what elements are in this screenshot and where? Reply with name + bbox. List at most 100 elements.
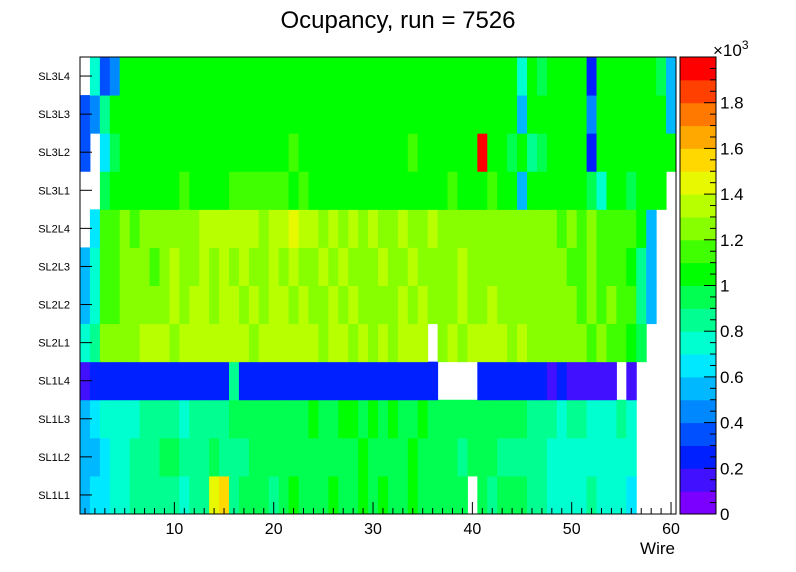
heatmap-cell xyxy=(517,437,528,477)
heatmap-cell xyxy=(626,95,637,134)
heatmap-cell xyxy=(566,209,578,248)
heatmap-cell xyxy=(397,171,409,210)
heatmap-cell xyxy=(358,171,369,210)
heatmap-cell xyxy=(328,247,339,286)
heatmap-cell xyxy=(89,437,101,477)
heatmap-cell xyxy=(169,171,180,210)
heatmap-cell xyxy=(527,323,538,363)
heatmap-cell xyxy=(268,323,280,363)
heatmap-cell xyxy=(258,171,270,210)
palette-swatch xyxy=(680,194,716,218)
heatmap-cell xyxy=(477,171,488,210)
heatmap-cell xyxy=(159,95,170,134)
heatmap-cell xyxy=(159,171,170,210)
palette-swatch xyxy=(680,376,716,401)
heatmap-cell xyxy=(596,475,607,515)
heatmap-cell xyxy=(209,361,220,401)
heatmap-cell xyxy=(417,323,429,363)
heatmap-cell xyxy=(318,133,329,172)
heatmap-cell xyxy=(387,247,399,286)
heatmap-cell xyxy=(298,399,309,439)
heatmap-cell xyxy=(447,133,458,172)
heatmap-cell xyxy=(596,247,607,286)
heatmap-cell xyxy=(139,323,151,363)
heatmap-cell xyxy=(318,437,329,477)
palette-swatch xyxy=(680,102,716,127)
heatmap-cell xyxy=(507,95,518,134)
heatmap-cell xyxy=(278,399,290,439)
heatmap-cell xyxy=(348,95,359,134)
heatmap-cell xyxy=(417,247,429,286)
heatmap-cell xyxy=(507,285,518,325)
heatmap-cell xyxy=(437,133,449,172)
heatmap-cell xyxy=(139,95,151,134)
heatmap-cell xyxy=(199,209,210,248)
heatmap-cell xyxy=(179,171,190,210)
heatmap-cell xyxy=(397,285,409,325)
heatmap-cell xyxy=(308,361,319,401)
heatmap-cell xyxy=(616,437,627,477)
heatmap-cell xyxy=(348,209,359,248)
heatmap-cell xyxy=(288,171,300,210)
heatmap-cell xyxy=(487,57,498,96)
heatmap-cell xyxy=(378,437,389,477)
heatmap-cell xyxy=(338,209,349,248)
heatmap-cell xyxy=(139,437,151,477)
heatmap-cell xyxy=(338,437,349,477)
heatmap-cell xyxy=(278,57,290,96)
heatmap-cell xyxy=(268,171,280,210)
heatmap-cell xyxy=(159,247,170,286)
heatmap-cell xyxy=(507,323,518,363)
heatmap-cell xyxy=(487,361,498,401)
heatmap-cell xyxy=(606,57,617,96)
heatmap-cell xyxy=(527,57,538,96)
heatmap-cell xyxy=(487,437,498,477)
heatmap-cell xyxy=(179,323,190,363)
heatmap-cell xyxy=(189,437,200,477)
heatmap-cell xyxy=(328,399,339,439)
heatmap-cell xyxy=(169,361,180,401)
heatmap-cell xyxy=(477,209,488,248)
heatmap-cell xyxy=(507,437,518,477)
heatmap-cell xyxy=(378,209,389,248)
palette-swatch xyxy=(680,468,716,492)
color-scale-tick-label: 0.4 xyxy=(720,414,744,433)
heatmap-cell xyxy=(586,209,598,248)
heatmap-cell xyxy=(119,133,131,172)
heatmap-cell xyxy=(258,285,270,325)
y-tick-label: SL2L1 xyxy=(38,338,70,350)
heatmap-cell xyxy=(368,437,379,477)
heatmap-cell xyxy=(258,399,270,439)
heatmap-cell xyxy=(99,247,111,286)
heatmap-cell xyxy=(238,95,250,134)
heatmap-cell xyxy=(268,285,280,325)
heatmap-cell xyxy=(248,57,260,96)
heatmap-cell xyxy=(477,361,488,401)
heatmap-cell xyxy=(437,95,449,134)
heatmap-cell xyxy=(636,171,647,210)
heatmap-cell xyxy=(407,437,419,477)
heatmap-cell xyxy=(129,209,141,248)
heatmap-cell xyxy=(298,475,309,515)
heatmap-cell xyxy=(308,475,319,515)
heatmap-cell xyxy=(338,285,349,325)
heatmap-cell xyxy=(656,171,667,210)
heatmap-cell xyxy=(566,171,578,210)
heatmap-cell xyxy=(378,133,389,172)
heatmap-cell xyxy=(417,437,429,477)
heatmap-cell xyxy=(626,57,637,96)
heatmap-cell xyxy=(646,95,657,134)
heatmap-cell xyxy=(596,133,607,172)
heatmap-cell xyxy=(189,361,200,401)
heatmap-cell xyxy=(397,361,409,401)
heatmap-cell xyxy=(457,437,468,477)
heatmap-cell xyxy=(318,171,329,210)
heatmap-cell xyxy=(229,57,240,96)
heatmap-cell xyxy=(159,209,170,248)
heatmap-cell xyxy=(437,57,449,96)
heatmap-cell xyxy=(268,399,280,439)
heatmap-cell xyxy=(258,475,270,515)
heatmap-cell xyxy=(527,437,538,477)
heatmap-cell xyxy=(517,285,528,325)
heatmap-cell xyxy=(378,323,389,363)
